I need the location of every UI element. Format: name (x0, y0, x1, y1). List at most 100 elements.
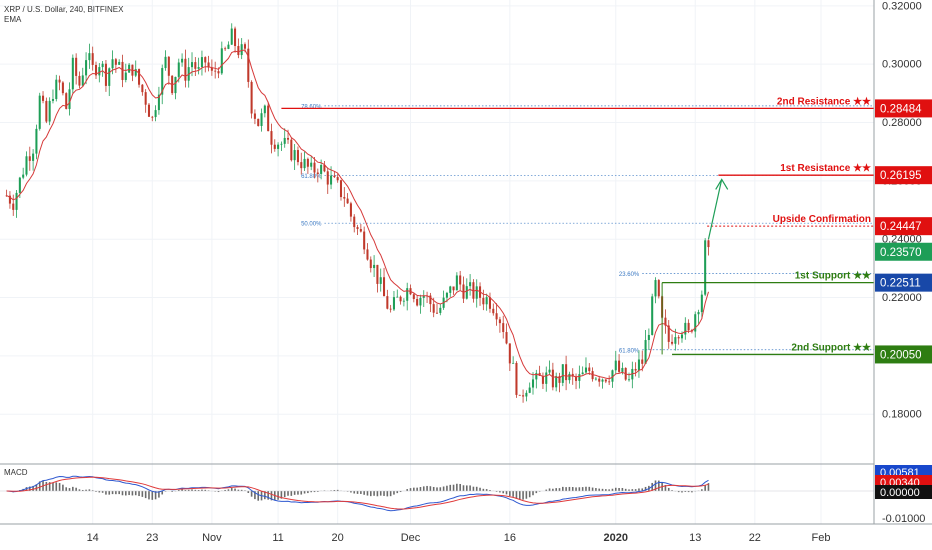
candle-body (604, 379, 607, 382)
candle-body (277, 144, 280, 149)
candle-body (614, 360, 617, 371)
macd-histogram-bar (684, 491, 687, 492)
macd-histogram-bar (671, 490, 673, 491)
candle-body (469, 282, 472, 287)
macd-histogram-bar (121, 491, 124, 496)
candle-body (104, 63, 107, 86)
macd-histogram-bar (658, 480, 660, 491)
macd-histogram-bar (267, 491, 269, 500)
macd-histogram-bar (611, 488, 614, 491)
x-tick-label: Feb (812, 532, 831, 544)
macd-histogram-bar (413, 487, 415, 491)
macd-histogram-bar (449, 484, 452, 491)
candle-body (641, 359, 644, 364)
candle-body (306, 158, 309, 167)
macd-histogram-bar (562, 486, 564, 491)
macd-histogram-bar (442, 486, 445, 491)
sr-levels: 2nd Resistance ★★ 1st Resistance ★★ Upside… (281, 96, 874, 356)
macd-histogram-bar (591, 487, 594, 491)
candle-body (402, 300, 405, 302)
macd-histogram-bar (614, 487, 617, 491)
ema-line (6, 49, 709, 380)
candle-body (273, 144, 276, 149)
macd-histogram-bar (88, 489, 91, 491)
candle-body (621, 367, 624, 372)
macd-histogram-bar (138, 491, 140, 497)
candle-body (475, 286, 478, 299)
macd-histogram-bar (303, 491, 306, 494)
macd-histogram-bar (502, 491, 505, 494)
candle-body (257, 118, 260, 126)
candle-body (283, 137, 286, 144)
candle-body (379, 277, 382, 284)
candle-body (111, 59, 114, 69)
macd-histogram-bar (624, 488, 627, 491)
price-badge-text: 0.20050 (880, 349, 922, 361)
macd-histogram-bar (667, 487, 670, 491)
macd-histogram-bar (509, 491, 511, 497)
candle-body (392, 297, 395, 310)
candle-body (575, 376, 578, 381)
candle-body (508, 343, 511, 364)
candle-body (240, 44, 243, 56)
macd-histogram-bar (608, 489, 610, 491)
candle-body (167, 56, 170, 76)
x-tick-label: 14 (87, 532, 99, 544)
y-tick-label: 0.22000 (882, 292, 922, 304)
candle-body (359, 229, 362, 232)
candle-body (101, 63, 104, 68)
candle-body (38, 95, 41, 129)
price-axis[interactable]: 0.320000.300000.280000.260000.240000.220… (882, 0, 922, 420)
candle-body (243, 44, 247, 49)
candle-body (535, 372, 538, 380)
candle-body (502, 323, 505, 333)
macd-histogram-bar (356, 491, 359, 494)
macd-histogram-bar (101, 491, 104, 493)
macd-histogram-bar (373, 491, 375, 496)
candle-body (15, 192, 18, 210)
candle-body (217, 71, 220, 74)
macd-histogram-bar (68, 488, 71, 491)
symbol-title[interactable]: XRP / U.S. Dollar, 240, BITFINEX (4, 5, 124, 14)
macd-histogram-bar (25, 487, 28, 491)
candle-body (429, 295, 432, 305)
time-axis[interactable]: 14 23 Nov 11 20 Dec 16 2020 13 22 Feb (87, 532, 831, 544)
candle-body (578, 374, 581, 381)
macd-histogram-bar (436, 487, 438, 491)
candle-body (697, 312, 700, 315)
macd-histogram-bar (432, 486, 435, 491)
macd-histogram-bar (505, 491, 508, 495)
candle-body (353, 216, 356, 228)
macd-histogram-bar (81, 489, 84, 491)
candle-body (190, 62, 194, 68)
candle-body (18, 177, 21, 193)
candle-body (406, 288, 409, 301)
candle-body (35, 128, 38, 154)
candle-body (42, 95, 45, 101)
macd-histogram-bar (148, 491, 150, 500)
macd-histogram-bar (687, 491, 690, 493)
indicator-label[interactable]: EMA (4, 15, 22, 24)
price-badge (875, 217, 932, 236)
macd-histogram-bar (313, 491, 316, 493)
candle-body (505, 332, 508, 344)
candle-body (594, 378, 597, 380)
candle-body (124, 72, 127, 80)
candle-body (184, 58, 187, 81)
macd-label[interactable]: MACD (4, 468, 28, 477)
candle-body (601, 379, 604, 382)
candle-body (114, 59, 117, 65)
price-badge-text: 0.24447 (880, 221, 922, 233)
candle-body (270, 131, 273, 145)
macd-histogram-bar (197, 490, 200, 491)
candle-body (647, 334, 650, 341)
candle-body (637, 359, 640, 371)
macd-histogram-bar (62, 484, 64, 491)
macd-histogram-bar (399, 491, 402, 493)
candle-body (657, 280, 660, 297)
macd-histogram-bar (581, 487, 584, 491)
candle-body (237, 46, 240, 56)
candle-body (422, 295, 425, 298)
candle-body (399, 296, 402, 302)
